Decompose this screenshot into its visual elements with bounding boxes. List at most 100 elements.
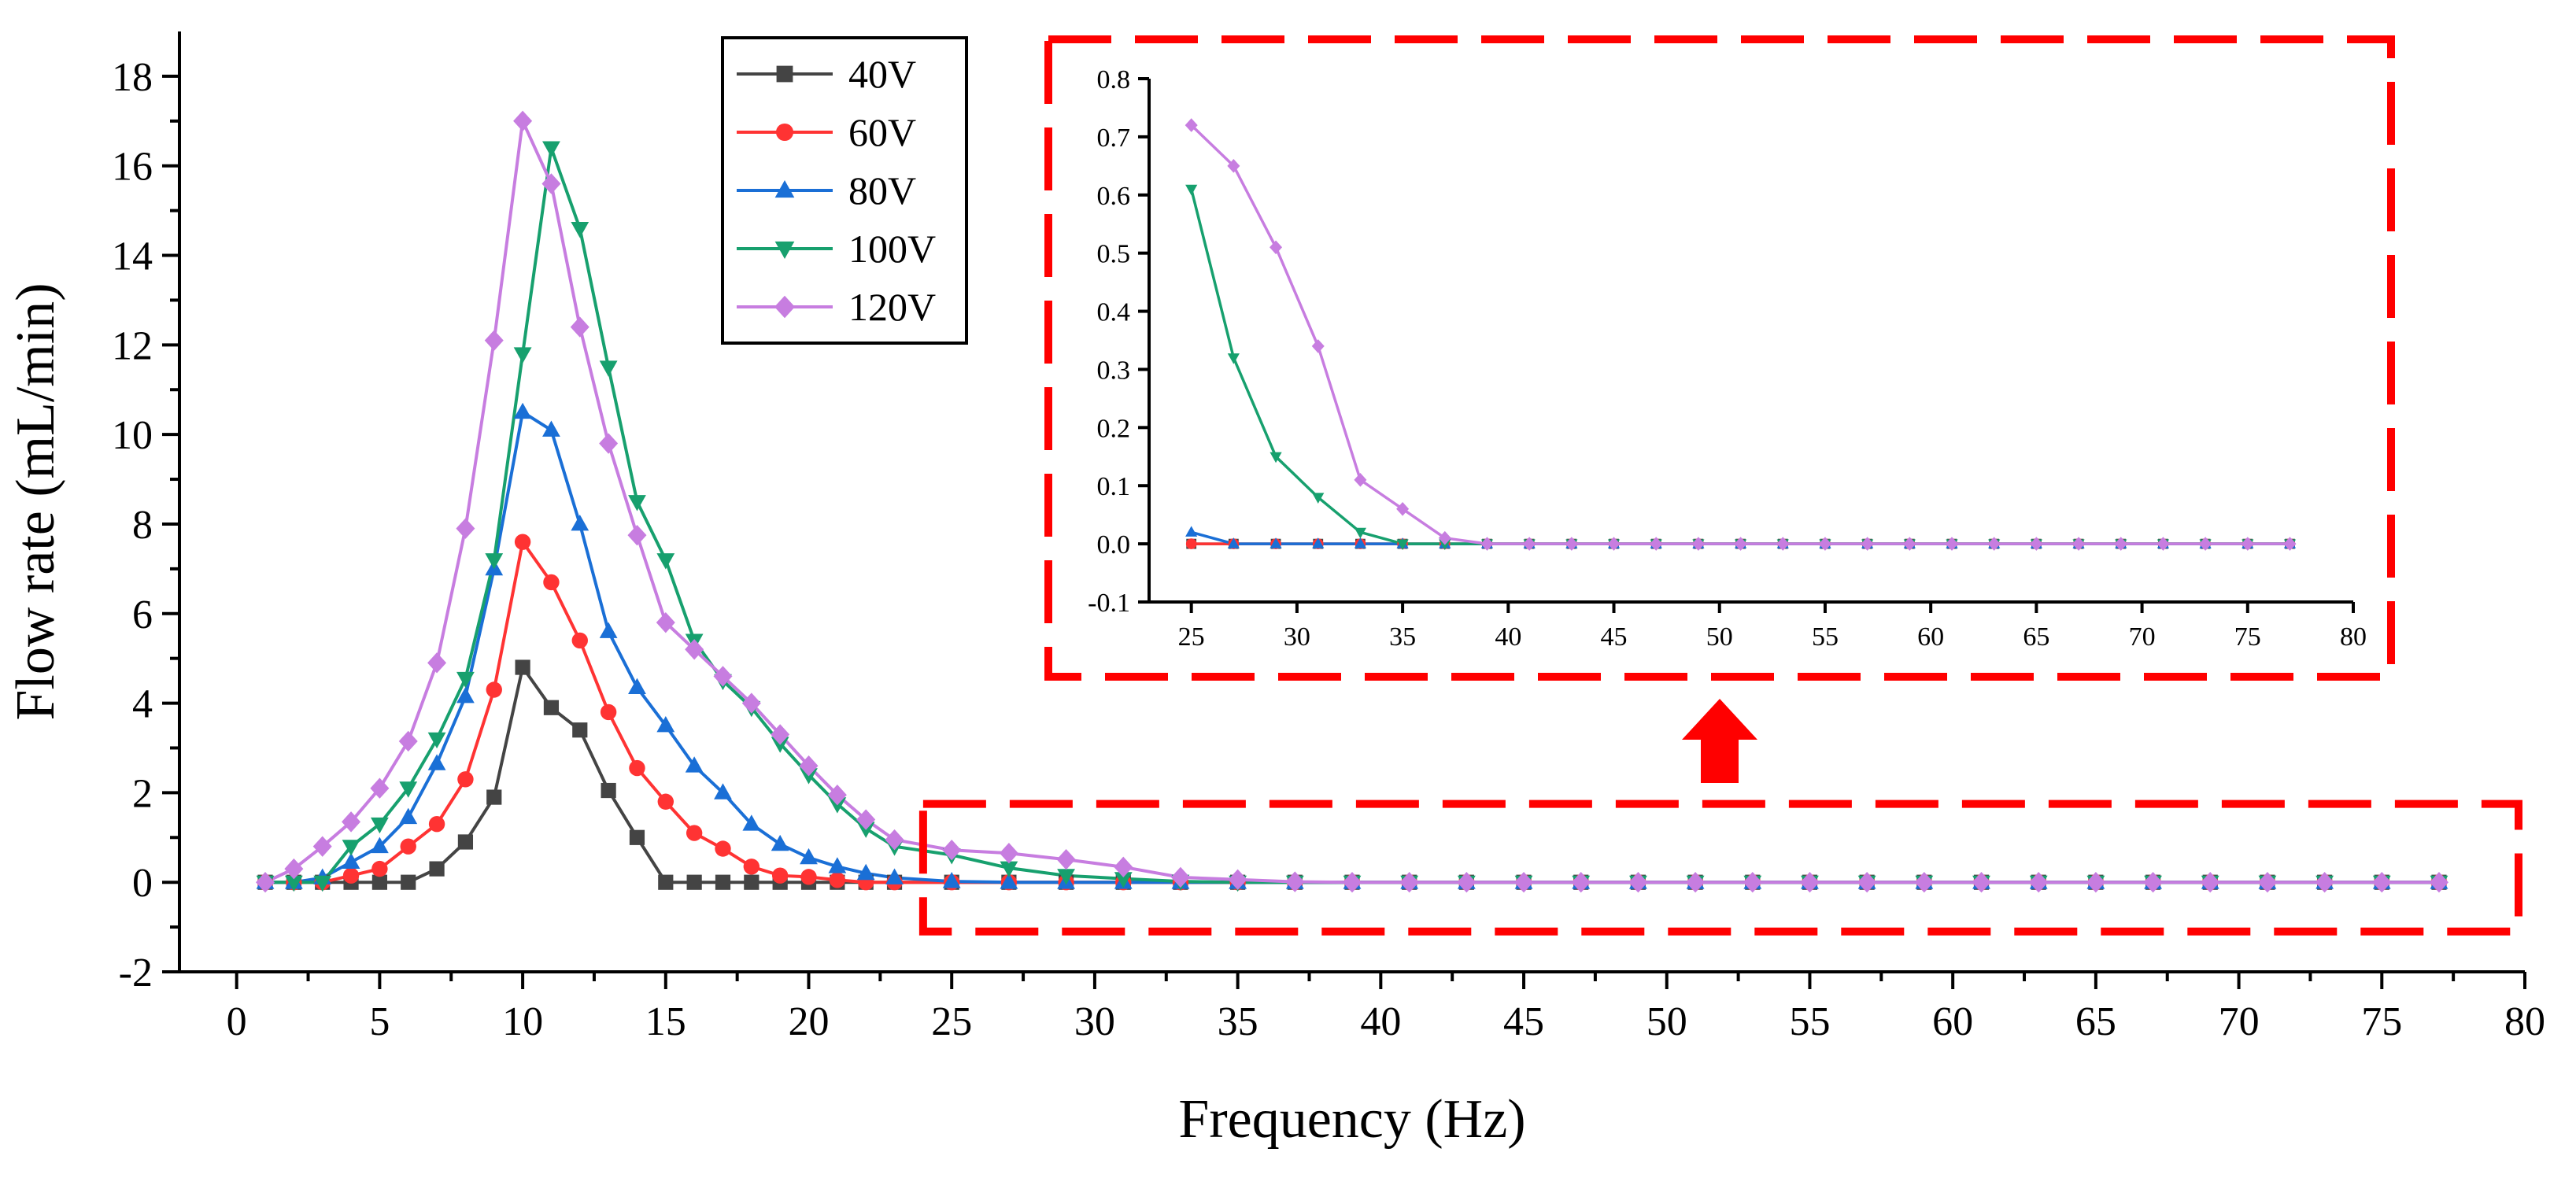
inset-x-tick-label: 50 — [1706, 622, 1733, 652]
main-data-point — [628, 495, 646, 511]
main-data-point — [600, 703, 617, 721]
main-data-point — [256, 871, 275, 893]
inset-data-point — [1861, 537, 1874, 551]
main-data-point — [571, 514, 589, 531]
x-tick-label: 60 — [1932, 999, 1973, 1044]
main-data-point — [715, 840, 731, 857]
main-data-point — [1056, 848, 1076, 870]
main-data-point — [741, 692, 761, 714]
x-axis-title: Frequency (Hz) — [1178, 1089, 1525, 1150]
main-data-point — [456, 687, 475, 703]
main-data-point — [885, 868, 904, 884]
main-data-point — [398, 730, 418, 752]
inset-data-point — [1438, 530, 1451, 545]
main-data-point — [513, 110, 533, 132]
inset-data-point — [1987, 537, 2001, 551]
main-data-point — [312, 836, 332, 857]
main-data-point — [771, 867, 789, 884]
main-data-point — [744, 874, 759, 890]
legend-label: 100V — [848, 227, 936, 271]
inset-data-point — [1396, 501, 1410, 516]
main-data-point — [429, 861, 445, 877]
main-data-point — [599, 433, 619, 454]
main-data-point — [2315, 871, 2334, 893]
main-data-point — [485, 553, 504, 570]
main-data-point — [371, 860, 388, 877]
inset-data-point — [1480, 537, 1494, 551]
main-data-point — [370, 836, 389, 854]
inset-data-point — [1227, 353, 1240, 364]
main-data-point — [686, 825, 703, 841]
main-data-point — [342, 867, 360, 884]
inset-data-point — [1691, 537, 1705, 551]
inset-x-tick-label: 40 — [1495, 622, 1521, 652]
x-tick-label: 70 — [2219, 999, 2260, 1044]
main-data-point — [743, 859, 760, 875]
inset-data-point — [1185, 118, 1198, 132]
main-data-point — [656, 611, 675, 633]
inset-data-point — [1396, 539, 1409, 551]
y-tick-label: 8 — [132, 503, 153, 548]
legend-entry: 60V — [737, 110, 916, 154]
inset-data-point — [1354, 473, 1367, 487]
main-data-point — [657, 793, 674, 810]
main-data-point — [371, 874, 387, 890]
main-data-point — [401, 874, 416, 890]
inset-data-point — [1270, 452, 1282, 463]
y-tick-label: 6 — [132, 593, 153, 637]
main-data-point — [629, 759, 645, 777]
main-data-point — [656, 716, 675, 733]
main-data-point — [2372, 871, 2392, 893]
x-tick-label: 55 — [1789, 999, 1830, 1044]
inset-data-point — [1650, 537, 1663, 551]
main-data-point — [570, 316, 589, 338]
main-data-point — [686, 874, 702, 890]
inset-data-point — [1270, 240, 1283, 255]
inset-y-tick-label: 0.3 — [1097, 356, 1131, 385]
legend-label: 120V — [848, 285, 936, 329]
main-data-point — [1686, 871, 1706, 893]
inset-x-tick-label: 35 — [1389, 622, 1416, 652]
main-data-point — [685, 639, 704, 660]
main-data-point — [542, 141, 560, 157]
inset-y-tick-label: -0.1 — [1088, 589, 1130, 618]
main-data-point — [1800, 871, 1820, 893]
inset-background — [1052, 43, 2387, 673]
inset-data-point — [1818, 537, 1831, 551]
main-data-point — [484, 330, 504, 351]
main-data-point — [1114, 872, 1133, 888]
main-data-point — [427, 652, 447, 674]
main-data-point — [1972, 871, 1991, 893]
main-data-point — [942, 872, 961, 888]
inset-data-point — [1312, 537, 1325, 548]
main-data-point — [370, 777, 390, 799]
x-tick-label: 30 — [1074, 999, 1115, 1044]
y-tick-label: 14 — [112, 234, 153, 279]
main-data-point — [2143, 871, 2163, 893]
zoom-region-box — [918, 799, 2522, 936]
main-data-point — [658, 874, 674, 890]
legend-entry: 120V — [737, 285, 936, 329]
main-data-point — [942, 840, 962, 861]
main-data-point — [399, 781, 418, 798]
inset-x-tick-label: 60 — [1917, 622, 1944, 652]
legend: 40V 60V 80V 100V 120V — [721, 36, 968, 345]
x-tick-label: 40 — [1360, 999, 1401, 1044]
main-data-point — [771, 834, 789, 851]
x-tick-label: 5 — [369, 999, 390, 1044]
main-data-point — [1170, 866, 1190, 888]
main-data-point — [1285, 871, 1305, 892]
inset-zoom-frame — [1044, 35, 2395, 681]
main-data-point — [543, 700, 560, 715]
x-tick-label: 35 — [1218, 999, 1258, 1044]
inset-data-point — [1312, 493, 1325, 504]
main-data-point — [1343, 871, 1362, 893]
main-data-point — [771, 724, 790, 745]
y-tick-label: -2 — [119, 951, 153, 995]
inset-data-point — [2283, 537, 2297, 551]
main-data-point — [428, 816, 445, 833]
main-data-point — [457, 834, 474, 850]
main-data-point — [399, 807, 418, 825]
main-data-point — [628, 678, 646, 695]
inset-data-point — [1185, 184, 1198, 196]
